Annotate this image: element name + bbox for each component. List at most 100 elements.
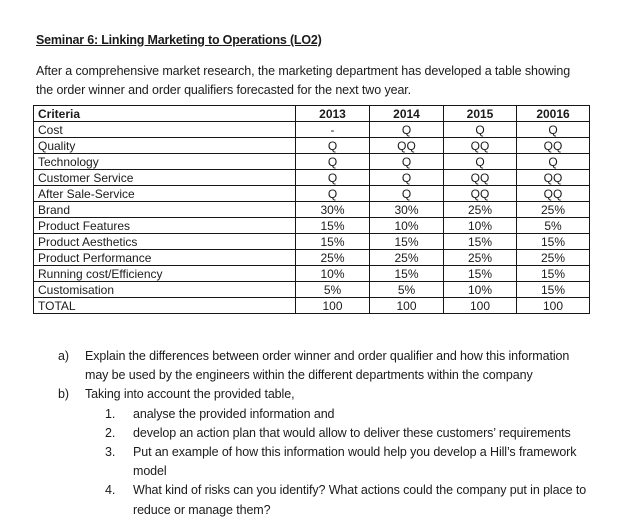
value-cell: 10%: [443, 217, 517, 234]
forecast-table: Criteria 2013 2014 2015 20016 Cost - Q Q Q Qu…: [33, 105, 590, 314]
list-marker-1: 1.: [105, 406, 116, 421]
page-title: Seminar 6: Linking Marketing to Operatio…: [36, 33, 322, 47]
criteria-cell: Customisation: [33, 281, 296, 298]
table-row: Product Performance 25% 25% 25% 25%: [33, 249, 590, 266]
list-marker-4: 4.: [105, 483, 116, 498]
table-row: Running cost/Efficiency 10% 15% 15% 15%: [33, 265, 590, 282]
column-header-20016: 20016: [516, 105, 590, 122]
table-row: Customisation 5% 5% 10% 15%: [33, 281, 590, 298]
value-cell: 25%: [516, 201, 590, 218]
value-cell: 100: [369, 297, 444, 314]
criteria-cell: Customer Service: [33, 169, 296, 186]
question-b-text: Taking into account the provided table,: [85, 385, 594, 404]
criteria-cell: Product Performance: [33, 249, 296, 266]
criteria-cell: Quality: [33, 137, 296, 154]
list-marker-b: b): [58, 387, 69, 402]
value-cell: Q: [295, 153, 370, 170]
value-cell: Q: [369, 169, 444, 186]
criteria-cell: After Sale-Service: [33, 185, 296, 202]
value-cell: 5%: [295, 281, 370, 298]
value-cell: Q: [295, 169, 370, 186]
value-cell: 25%: [369, 249, 444, 266]
criteria-cell: Product Features: [33, 217, 296, 234]
text-line: reduce or manage them?: [133, 502, 271, 517]
value-cell: 15%: [516, 265, 590, 282]
text-line: model: [133, 464, 167, 479]
value-cell: 100: [443, 297, 517, 314]
criteria-cell: TOTAL: [33, 297, 296, 314]
table-row: Product Aesthetics 15% 15% 15% 15%: [33, 233, 590, 250]
intro-paragraph: After a comprehensive market research, t…: [36, 62, 594, 100]
text-line: analyse the provided information and: [133, 406, 335, 421]
value-cell: Q: [443, 121, 517, 138]
question-b2-text: develop an action plan that would allow …: [133, 424, 594, 443]
intro-line-2: the order winner and order qualifiers fo…: [36, 83, 412, 97]
value-cell: 15%: [516, 233, 590, 250]
value-cell: 10%: [443, 281, 517, 298]
value-cell: 100: [295, 297, 370, 314]
table-header-row: Criteria 2013 2014 2015 20016: [33, 105, 590, 122]
value-cell: 15%: [443, 233, 517, 250]
value-cell: 100: [516, 297, 590, 314]
column-header-2013: 2013: [295, 105, 370, 122]
table-body: Cost - Q Q Q Quality Q QQ QQ QQ Technology Q Q Q Q Cust…: [33, 121, 590, 314]
value-cell: 30%: [369, 201, 444, 218]
value-cell: QQ: [516, 169, 590, 186]
value-cell: 10%: [295, 265, 370, 282]
table-row: After Sale-Service Q Q QQ QQ: [33, 185, 590, 202]
text-line: Explain the differences between order wi…: [85, 349, 570, 363]
criteria-cell: Running cost/Efficiency: [33, 265, 296, 282]
question-b3: 3. Put an example of how this informatio…: [36, 443, 594, 481]
list-marker-a: a): [58, 349, 69, 363]
value-cell: QQ: [443, 169, 517, 186]
value-cell: -: [295, 121, 370, 138]
question-b4: 4. What kind of risks can you identify? …: [36, 481, 594, 519]
value-cell: QQ: [443, 137, 517, 154]
value-cell: 10%: [369, 217, 444, 234]
value-cell: 30%: [295, 201, 370, 218]
value-cell: 15%: [369, 233, 444, 250]
table-row: Brand 30% 30% 25% 25%: [33, 201, 590, 218]
question-a-text: Explain the differences between order wi…: [85, 347, 594, 385]
column-header-2015: 2015: [443, 105, 517, 122]
value-cell: 5%: [369, 281, 444, 298]
value-cell: Q: [369, 185, 444, 202]
value-cell: QQ: [443, 185, 517, 202]
question-b3-text: Put an example of how this information w…: [133, 443, 594, 481]
text-line: Put an example of how this information w…: [133, 445, 577, 460]
question-b4-text: What kind of risks can you identify? Wha…: [133, 481, 594, 519]
value-cell: QQ: [516, 185, 590, 202]
value-cell: 25%: [516, 249, 590, 266]
value-cell: 15%: [516, 281, 590, 298]
value-cell: Q: [516, 121, 590, 138]
value-cell: Q: [369, 121, 444, 138]
value-cell: 5%: [516, 217, 590, 234]
question-a: a) Explain the differences between order…: [36, 347, 594, 385]
column-header-2014: 2014: [369, 105, 444, 122]
value-cell: Q: [443, 153, 517, 170]
value-cell: 25%: [443, 249, 517, 266]
value-cell: Q: [369, 153, 444, 170]
text-line: What kind of risks can you identify? Wha…: [133, 483, 587, 498]
question-b1-text: analyse the provided information and: [133, 405, 594, 424]
value-cell: 15%: [443, 265, 517, 282]
question-b2: 2. develop an action plan that would all…: [36, 424, 594, 443]
questions-section: a) Explain the differences between order…: [36, 347, 594, 520]
table-row: TOTAL 100 100 100 100: [33, 297, 590, 314]
intro-line-1: After a comprehensive market research, t…: [36, 64, 571, 78]
value-cell: Q: [295, 137, 370, 154]
question-b: b) Taking into account the provided tabl…: [36, 385, 594, 404]
value-cell: Q: [516, 153, 590, 170]
value-cell: 15%: [369, 265, 444, 282]
value-cell: QQ: [369, 137, 444, 154]
question-b1: 1. analyse the provided information and: [36, 405, 594, 424]
criteria-cell: Product Aesthetics: [33, 233, 296, 250]
value-cell: Q: [295, 185, 370, 202]
column-header-criteria: Criteria: [33, 105, 296, 122]
table-row: Cost - Q Q Q: [33, 121, 590, 138]
value-cell: QQ: [516, 137, 590, 154]
value-cell: 15%: [295, 217, 370, 234]
list-marker-3: 3.: [105, 445, 116, 460]
text-line: Taking into account the provided table,: [85, 387, 295, 402]
